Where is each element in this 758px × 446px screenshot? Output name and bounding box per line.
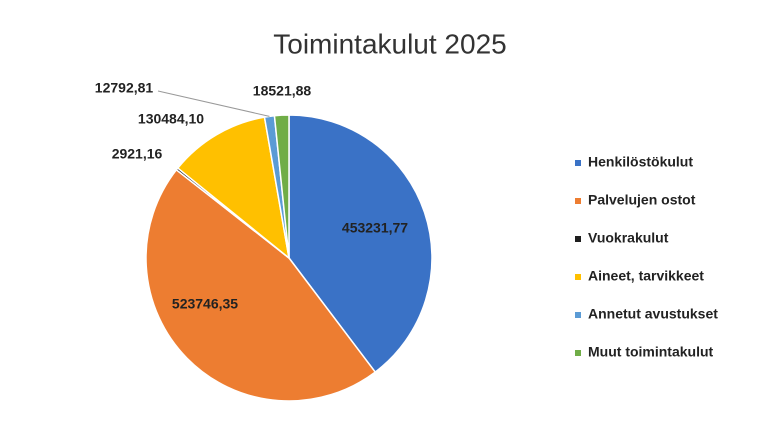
data-label: 12792,81 bbox=[95, 80, 154, 96]
legend-label: Henkilöstökulut bbox=[588, 154, 693, 170]
pie-slice bbox=[145, 168, 377, 402]
legend-label: Palvelujen ostot bbox=[588, 192, 696, 208]
data-label: 2921,16 bbox=[112, 146, 163, 162]
legend-label: Aineet, tarvikkeet bbox=[588, 268, 704, 284]
legend-label: Annetut avustukset bbox=[588, 306, 718, 322]
pie-slice bbox=[176, 116, 291, 260]
legend-swatch bbox=[575, 274, 581, 280]
pie-slice bbox=[273, 114, 290, 259]
legend-swatch bbox=[575, 350, 581, 356]
pie-slice bbox=[288, 114, 433, 374]
chart-title: Toimintakulut 2025 bbox=[273, 28, 506, 59]
legend-swatch bbox=[575, 312, 581, 318]
data-label: 453231,77 bbox=[342, 220, 408, 236]
data-label: 18521,88 bbox=[253, 83, 312, 99]
legend-label: Muut toimintakulut bbox=[588, 344, 714, 360]
legend-swatch bbox=[575, 160, 581, 166]
data-label: 130484,10 bbox=[138, 111, 204, 127]
leader-line bbox=[157, 90, 270, 117]
data-label: 523746,35 bbox=[172, 296, 238, 312]
legend-label: Vuokrakulut bbox=[588, 230, 669, 246]
legend-swatch bbox=[575, 236, 581, 242]
legend-swatch bbox=[575, 198, 581, 204]
